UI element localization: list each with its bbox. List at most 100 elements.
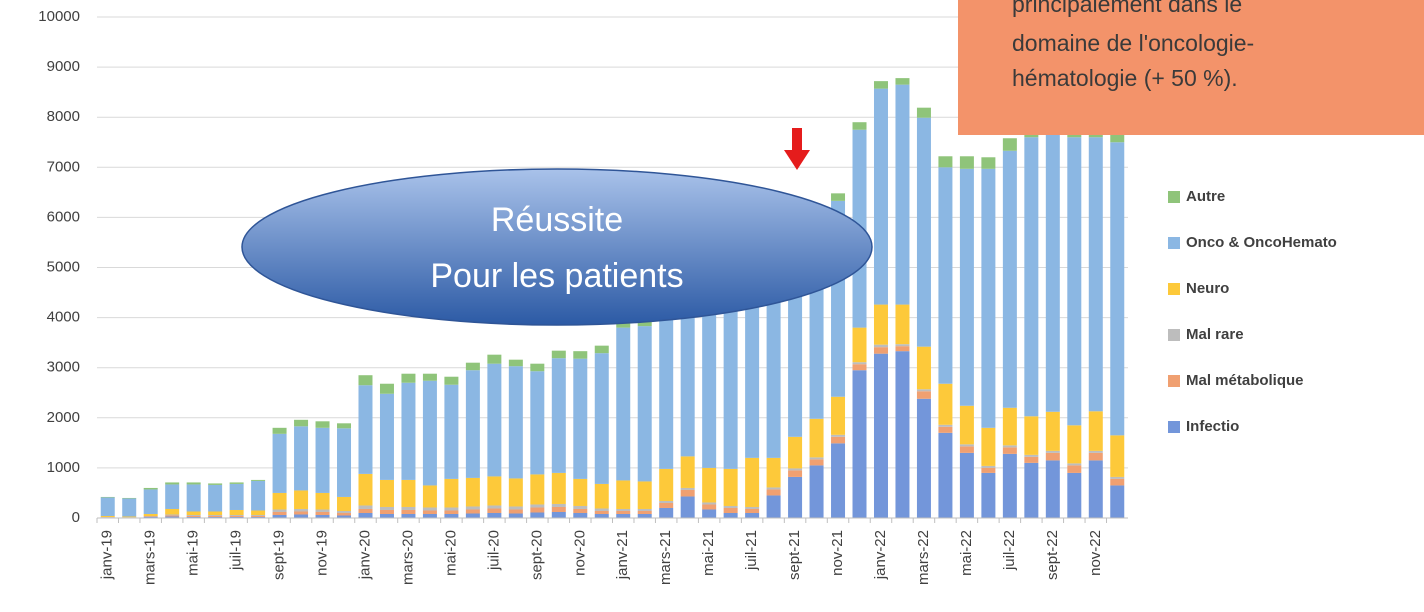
bar-segment: [508, 478, 523, 507]
bar-segment: [916, 389, 931, 392]
bar-segment: [358, 385, 373, 474]
bar-segment: [251, 516, 266, 518]
bar-segment: [530, 512, 545, 518]
bar-segment: [895, 351, 910, 518]
bar-segment: [143, 516, 158, 518]
bar-segment: [272, 433, 287, 493]
bar-segment: [444, 513, 459, 518]
bar-segment: [551, 506, 566, 512]
bar-segment: [959, 452, 974, 518]
bar-segment: [680, 487, 695, 490]
bar-segment: [165, 516, 180, 518]
bar-segment: [766, 457, 781, 488]
bar-segment: [401, 382, 416, 480]
bar-segment: [723, 505, 738, 508]
legend-label: Neuro: [1186, 280, 1229, 297]
bar-segment: [616, 508, 631, 511]
bar-segment: [508, 366, 523, 479]
legend-swatch: [1168, 375, 1180, 387]
bar-segment: [981, 168, 996, 428]
bar-segment: [766, 489, 781, 496]
bar-segment: [745, 508, 760, 513]
bar-segment: [229, 509, 244, 515]
bar-segment: [873, 353, 888, 518]
y-tick-label: 5000: [47, 258, 80, 275]
x-tick-label: sept-20: [528, 530, 545, 580]
x-tick-label: mars-19: [142, 530, 159, 585]
arrow-head: [784, 150, 810, 170]
x-tick-label: juil-20: [485, 530, 502, 571]
ellipse-text: Pour les patients: [430, 257, 683, 295]
bar-segment: [358, 512, 373, 518]
x-tick-label: nov-19: [314, 530, 331, 576]
bar-segment: [508, 509, 523, 514]
note-bg: [958, 0, 1424, 135]
bar-segment: [1024, 456, 1039, 463]
bar-segment: [337, 512, 352, 516]
ellipse: [241, 168, 873, 326]
bar-segment: [337, 510, 352, 513]
bar-segment: [508, 359, 523, 367]
bar-segment: [1024, 462, 1039, 518]
bar-segment: [723, 300, 738, 469]
bar-segment: [895, 78, 910, 85]
bar-segment: [1088, 460, 1103, 518]
bar-segment: [444, 507, 459, 511]
bar-segment: [1110, 485, 1125, 518]
bar-segment: [659, 502, 674, 508]
bar-segment: [379, 513, 394, 518]
bar-segment: [959, 156, 974, 169]
bar-segment: [422, 507, 437, 511]
bar-segment: [401, 373, 416, 383]
bar-segment: [1110, 478, 1125, 486]
legend-label: Mal rare: [1186, 326, 1244, 343]
bar-segment: [959, 168, 974, 406]
bar-segment: [573, 505, 588, 509]
bar-segment: [938, 424, 953, 427]
bar-segment: [251, 510, 266, 515]
bar-segment: [1088, 137, 1103, 412]
x-tick-label: mars-20: [399, 530, 416, 585]
bar-segment: [1045, 460, 1060, 518]
bar-segment: [723, 512, 738, 518]
bar-segment: [1024, 137, 1039, 417]
x-tick-label: mai-19: [185, 530, 202, 576]
bar-segment: [422, 485, 437, 508]
y-tick-label: 2000: [47, 409, 80, 426]
bar-segment: [143, 516, 158, 517]
bar-segment: [594, 483, 609, 509]
bar-segment: [659, 468, 674, 501]
bar-segment: [530, 363, 545, 372]
bar-segment: [659, 315, 674, 469]
bar-segment: [465, 362, 480, 371]
legend-label: Onco & OncoHemato: [1186, 234, 1337, 251]
bar-segment: [379, 479, 394, 507]
bar-segment: [831, 193, 846, 201]
bar-segment: [143, 515, 158, 517]
bar-segment: [294, 514, 309, 518]
bar-segment: [873, 344, 888, 348]
bar-segment: [379, 509, 394, 514]
legend-swatch: [1168, 237, 1180, 249]
y-tick-label: 9000: [47, 58, 80, 75]
note-box: principalement dans le domaine de l'onco…: [958, 0, 1424, 135]
bar-segment: [959, 405, 974, 445]
bar-segment: [745, 506, 760, 509]
x-tick-label: mai-22: [958, 530, 975, 576]
bar-segment: [422, 513, 437, 518]
bar-segment: [294, 508, 309, 512]
bar-segment: [766, 487, 781, 490]
bar-segment: [165, 482, 180, 485]
bar-segment: [401, 479, 416, 507]
bar-segment: [1002, 150, 1017, 408]
bar-segment: [294, 426, 309, 491]
bar-segment: [831, 443, 846, 518]
bar-segment: [981, 467, 996, 473]
bar-segment: [616, 510, 631, 514]
bar-segment: [315, 509, 330, 512]
bar-segment: [573, 508, 588, 513]
x-tick-label: juil-19: [228, 530, 245, 571]
legend-label: Infectio: [1186, 418, 1239, 435]
bar-segment: [358, 505, 373, 509]
